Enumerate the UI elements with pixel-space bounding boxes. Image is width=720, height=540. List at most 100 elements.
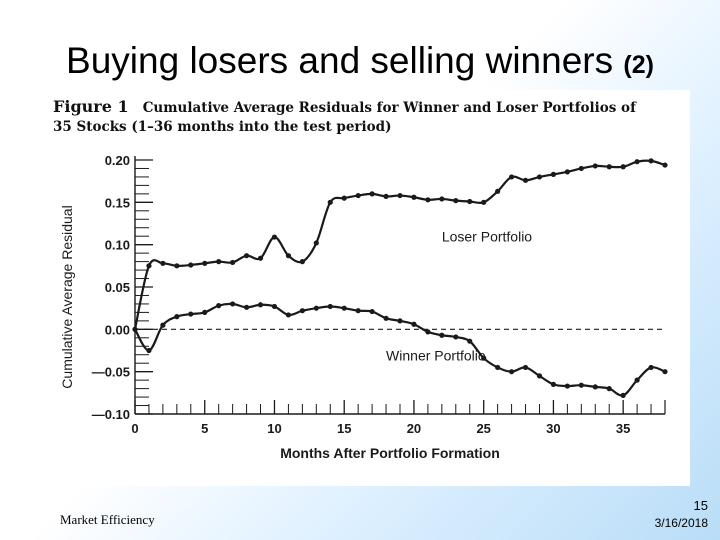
loser-portfolio-point [313,240,319,246]
y-tick-label: 0.15 [105,195,130,210]
winner-portfolio-point [481,355,487,361]
winner-portfolio-point [634,377,640,383]
winner-portfolio-point [439,332,445,338]
winner-portfolio-point [369,308,375,315]
winner-portfolio-point [174,314,180,320]
y-tick-label: 0.00 [105,322,130,337]
loser-portfolio-point [467,198,473,205]
winner-portfolio-point [216,303,222,309]
loser-portfolio-point [160,260,166,266]
y-tick-label: —0.10 [92,407,130,422]
loser-portfolio-point [202,260,208,266]
winner-portfolio-point [425,329,431,335]
winner-portfolio-point [522,364,529,371]
winner-portfolio-point [648,364,654,371]
winner-portfolio-point [299,308,305,314]
x-tick-label: 35 [616,421,630,436]
winner-portfolio-point [327,303,333,310]
winner-portfolio-point [160,322,166,328]
loser-portfolio-point [257,255,264,261]
y-axis-title: Cumulative Average Residual [59,205,75,388]
winner-portfolio-point [271,303,278,310]
winner-portfolio-point [550,381,557,387]
loser-portfolio-point [271,234,278,240]
loser-portfolio-point [620,164,626,170]
loser-portfolio-point [592,163,598,169]
x-tick-label: 15 [337,421,351,436]
x-tick-label: 20 [407,421,421,436]
loser-portfolio-point [634,159,640,165]
loser-portfolio-point [341,195,347,201]
loser-portfolio-point [550,171,557,177]
figure-panel: Figure 1 Cumulative Average Residuals fo… [50,90,690,486]
winner-portfolio-point [662,369,668,375]
loser-portfolio-point [230,259,236,266]
loser-portfolio-point [648,158,654,164]
line-chart: 0.20 0.15 0.10 0.05 0.00 —0.05 —0.100 5 10 15 20 25… [59,153,668,461]
loser-portfolio-point [662,162,668,168]
figure-caption-line2: 35 Stocks (1–36 months into the test per… [53,119,392,135]
winner-portfolio-point [285,312,292,318]
loser-portfolio-point [481,199,487,205]
x-tick-label: 0 [131,421,138,436]
figure-caption: Figure 1 Cumulative Average Residuals fo… [53,97,683,137]
winner-portfolio-point [592,384,598,390]
winner-portfolio-point [536,373,543,379]
winner-portfolio-point [411,321,417,327]
loser-portfolio-point [425,197,431,203]
winner-portfolio-point [188,311,194,317]
loser-portfolio-point [299,259,305,265]
loser-portfolio-point [536,174,543,180]
loser-portfolio-point [495,188,501,194]
loser-portfolio-point [411,194,417,200]
loser-portfolio-point [439,196,445,202]
winner-portfolio-point [341,305,347,311]
loser-portfolio-label: Loser Portfolio [442,228,532,244]
x-tick-label: 30 [546,421,560,436]
loser-portfolio-point [369,191,375,197]
winner-portfolio-point [243,304,250,310]
loser-portfolio-point [564,169,570,175]
loser-portfolio-point [522,177,529,183]
x-tick-label: 10 [267,421,281,436]
winner-portfolio-point [578,382,584,388]
loser-portfolio-point [508,174,515,180]
loser-portfolio-point [243,253,250,259]
winner-portfolio-point [383,315,389,321]
y-tick-label: 0.10 [105,238,130,253]
winner-portfolio-point [202,309,208,315]
loser-portfolio-point [355,192,361,199]
winner-portfolio-label: Winner Portfolio [386,348,486,364]
winner-portfolio-point [257,302,264,308]
x-axis-title: Months After Portfolio Formation [280,445,500,461]
slide-title-suffix: (2) [623,51,654,79]
winner-portfolio-point [564,383,570,389]
y-tick-label: 0.20 [105,153,130,168]
loser-portfolio-point [285,253,292,259]
loser-portfolio-point [146,263,152,269]
winner-portfolio-point [146,347,152,354]
slide-date: 3/16/2018 [654,516,708,530]
y-tick-label: 0.05 [105,280,130,295]
winner-portfolio-point [230,301,236,307]
winner-portfolio-point [453,334,459,340]
winner-portfolio-point [355,308,361,314]
winner-portfolio-point [313,305,319,311]
loser-portfolio-point [383,193,389,200]
loser-portfolio-point [188,262,194,268]
page-number: 15 [693,498,708,513]
figure-label: Figure 1 [53,97,129,116]
winner-portfolio-point [467,338,473,344]
figure-caption-line1: Cumulative Average Residuals for Winner … [142,100,636,116]
x-tick-label: 25 [476,421,490,436]
loser-portfolio-point [327,199,333,205]
loser-portfolio-point [397,192,403,199]
loser-portfolio-point [216,259,222,265]
winner-portfolio-point [620,392,626,398]
winner-portfolio-point [397,318,403,324]
loser-portfolio-line [133,159,666,330]
winner-portfolio-point [495,364,501,371]
slide-title: Buying losers and selling winners (2) [0,40,720,82]
y-tick-label: —0.05 [92,365,130,380]
winner-portfolio-point [606,386,612,392]
